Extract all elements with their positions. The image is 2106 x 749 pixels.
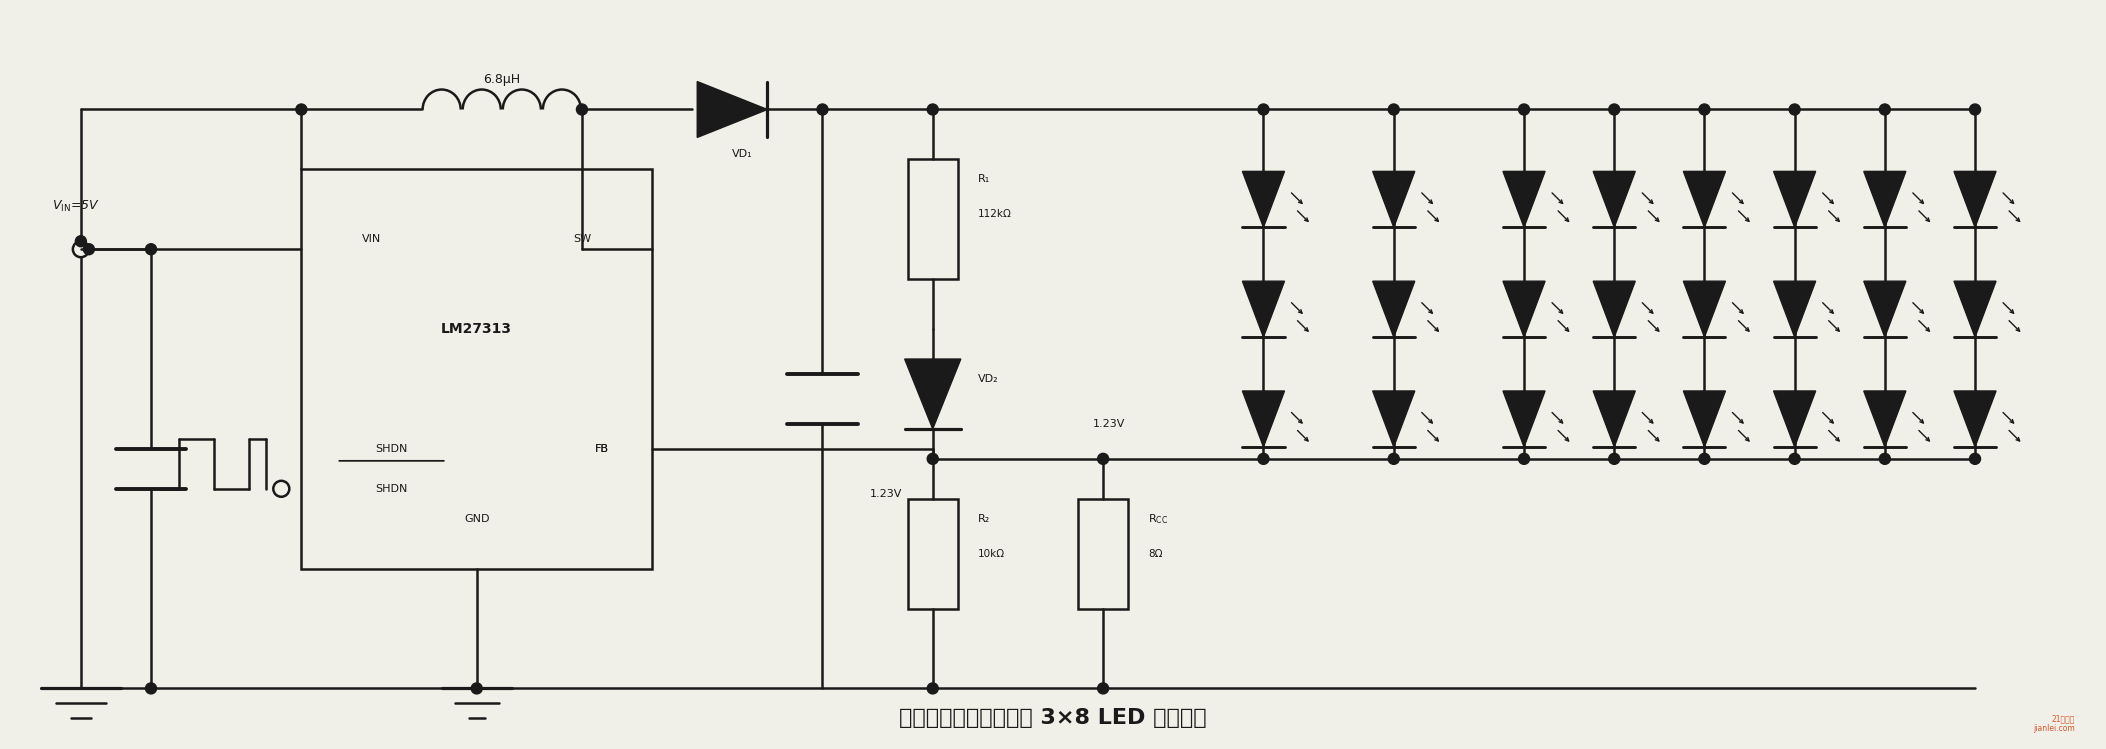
Circle shape: [1518, 453, 1529, 464]
Circle shape: [1969, 453, 1980, 464]
Circle shape: [295, 104, 307, 115]
Circle shape: [145, 243, 156, 255]
Circle shape: [472, 683, 482, 694]
Circle shape: [1879, 453, 1891, 464]
Circle shape: [1609, 104, 1620, 115]
Polygon shape: [1373, 391, 1415, 447]
Text: FB: FB: [596, 444, 609, 454]
Circle shape: [1790, 453, 1801, 464]
Polygon shape: [1954, 172, 1996, 227]
Text: 21电子网
jianlei.com: 21电子网 jianlei.com: [2034, 714, 2074, 733]
Text: 带有过电压保护功能的 3×8 LED 驱动电路: 带有过电压保护功能的 3×8 LED 驱动电路: [899, 709, 1207, 728]
Polygon shape: [1683, 281, 1725, 337]
Text: $V_{\rm IN}$=5V: $V_{\rm IN}$=5V: [53, 199, 99, 214]
Circle shape: [817, 104, 828, 115]
Text: LM27313: LM27313: [442, 322, 512, 336]
Polygon shape: [1773, 281, 1815, 337]
Circle shape: [1700, 453, 1710, 464]
Polygon shape: [1373, 172, 1415, 227]
Circle shape: [1257, 453, 1270, 464]
Text: 1.23V: 1.23V: [1093, 419, 1125, 429]
Polygon shape: [1864, 172, 1906, 227]
Text: 112kΩ: 112kΩ: [977, 209, 1011, 219]
Text: R₁: R₁: [977, 175, 990, 184]
Circle shape: [1388, 453, 1398, 464]
Polygon shape: [1243, 172, 1285, 227]
Circle shape: [1257, 104, 1270, 115]
Text: R₂: R₂: [977, 514, 990, 524]
Text: FB: FB: [596, 444, 609, 454]
Polygon shape: [1954, 391, 1996, 447]
Polygon shape: [1954, 281, 1996, 337]
Polygon shape: [1683, 391, 1725, 447]
Polygon shape: [1592, 391, 1634, 447]
Polygon shape: [1864, 281, 1906, 337]
Circle shape: [1097, 683, 1108, 694]
Polygon shape: [1683, 172, 1725, 227]
Circle shape: [1518, 104, 1529, 115]
Text: SHDN: SHDN: [375, 444, 409, 454]
Text: SHDN: SHDN: [375, 484, 409, 494]
Bar: [1078, 499, 1129, 609]
Text: GND: GND: [463, 514, 489, 524]
Bar: [301, 169, 653, 568]
Circle shape: [1879, 104, 1891, 115]
Circle shape: [577, 104, 588, 115]
Polygon shape: [1592, 172, 1634, 227]
Text: 1.23V: 1.23V: [870, 489, 903, 499]
Circle shape: [1609, 453, 1620, 464]
Polygon shape: [1243, 281, 1285, 337]
Polygon shape: [697, 82, 767, 137]
Polygon shape: [1773, 172, 1815, 227]
Circle shape: [1790, 104, 1801, 115]
Polygon shape: [1504, 172, 1546, 227]
Circle shape: [927, 683, 939, 694]
Polygon shape: [1373, 281, 1415, 337]
Text: 6.8μH: 6.8μH: [482, 73, 520, 86]
Circle shape: [76, 236, 86, 246]
Polygon shape: [1243, 391, 1285, 447]
Circle shape: [1097, 453, 1108, 464]
Polygon shape: [1864, 391, 1906, 447]
Text: R$_{\mathregular{CC}}$: R$_{\mathregular{CC}}$: [1148, 512, 1169, 526]
Circle shape: [1388, 104, 1398, 115]
Text: VD₁: VD₁: [733, 149, 752, 160]
Polygon shape: [1504, 281, 1546, 337]
Text: VIN: VIN: [362, 234, 381, 244]
Circle shape: [1700, 104, 1710, 115]
Circle shape: [1969, 104, 1980, 115]
Polygon shape: [1592, 281, 1634, 337]
Text: 10kΩ: 10kΩ: [977, 549, 1005, 559]
Circle shape: [927, 453, 939, 464]
Circle shape: [927, 104, 939, 115]
Circle shape: [145, 683, 156, 694]
Bar: [908, 160, 958, 279]
Bar: [908, 499, 958, 609]
Circle shape: [84, 243, 95, 255]
Polygon shape: [1504, 391, 1546, 447]
Text: 8Ω: 8Ω: [1148, 549, 1163, 559]
Polygon shape: [1773, 391, 1815, 447]
Text: SW: SW: [573, 234, 592, 244]
Polygon shape: [906, 359, 960, 429]
Text: VD₂: VD₂: [977, 374, 998, 384]
